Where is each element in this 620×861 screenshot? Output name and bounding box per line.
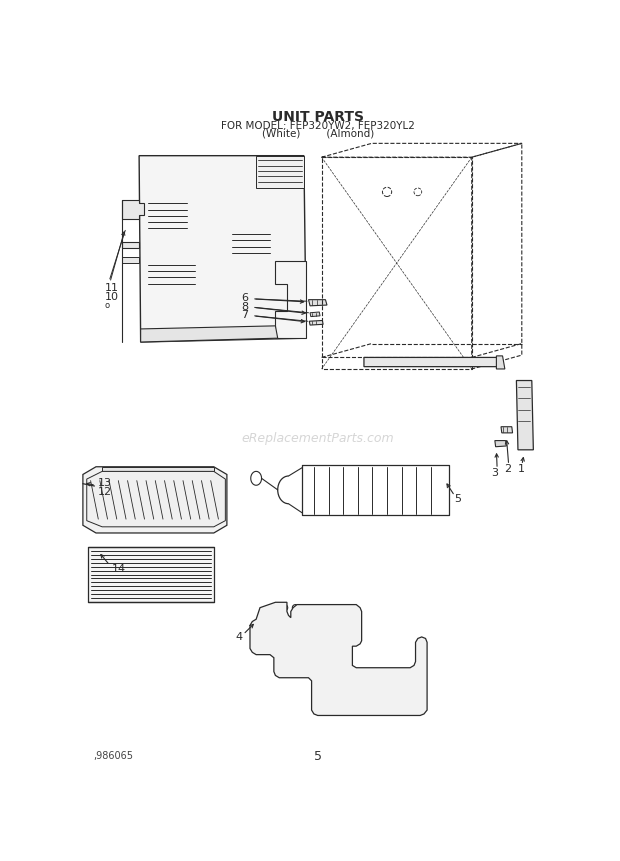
Text: 10: 10 [104,292,118,301]
Polygon shape [122,242,139,248]
Polygon shape [139,156,306,342]
Text: 5: 5 [454,494,461,504]
Text: (White)        (Almond): (White) (Almond) [262,128,374,139]
Text: 2: 2 [505,464,511,474]
Text: 8: 8 [241,301,249,312]
Polygon shape [501,427,513,433]
Polygon shape [87,471,225,527]
Polygon shape [141,325,278,342]
Text: eReplacementParts.com: eReplacementParts.com [241,431,394,445]
Text: 14: 14 [112,564,126,574]
Polygon shape [122,200,144,219]
Polygon shape [83,467,227,533]
Text: 11: 11 [104,283,118,293]
Circle shape [281,604,288,610]
Polygon shape [122,257,139,263]
Polygon shape [495,441,507,447]
Polygon shape [310,312,320,317]
Polygon shape [497,356,505,369]
Polygon shape [256,156,304,188]
Text: 1: 1 [518,464,525,474]
Polygon shape [88,547,214,603]
Polygon shape [102,467,214,471]
Circle shape [195,218,202,224]
Ellipse shape [192,226,231,273]
Polygon shape [250,603,427,715]
Polygon shape [275,261,306,338]
Text: 6: 6 [241,293,249,303]
Text: 12: 12 [99,487,112,497]
Text: FOR MODEL: FEP320YW2, FEP320YL2: FOR MODEL: FEP320YW2, FEP320YL2 [221,121,415,131]
Text: 4: 4 [236,632,243,642]
Polygon shape [309,300,327,306]
Circle shape [144,326,148,331]
Text: 5: 5 [314,750,322,763]
Polygon shape [364,357,501,367]
Text: 13: 13 [99,478,112,488]
Polygon shape [309,320,323,325]
Text: UNIT PARTS: UNIT PARTS [272,110,364,124]
Circle shape [268,163,275,170]
Circle shape [293,604,298,610]
Text: ,986065: ,986065 [93,752,133,761]
Text: 3: 3 [491,468,498,478]
Text: 7: 7 [241,310,249,320]
Text: o: o [104,300,110,310]
Polygon shape [516,381,533,449]
